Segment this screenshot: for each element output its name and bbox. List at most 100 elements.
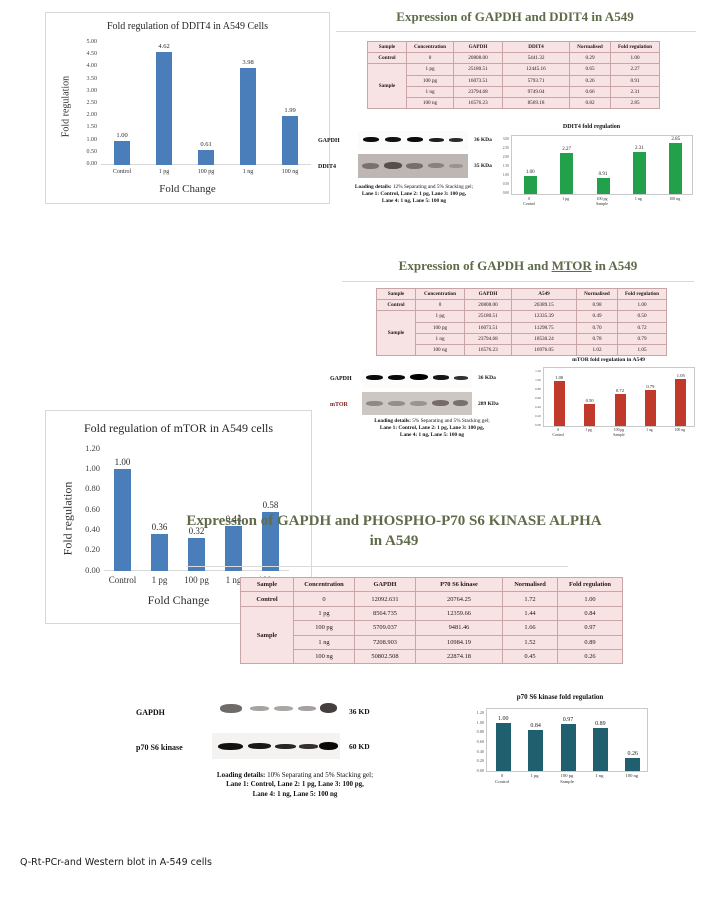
x-tick: 1 pg: [158, 169, 170, 175]
ddit4-blot-ddit4-lanes: [358, 154, 468, 178]
mtor-loading-title: Loading details:: [374, 418, 411, 424]
y-tick: 1.00: [85, 463, 100, 474]
bar-100-ng: 0.58: [262, 449, 279, 571]
mtor-densitometry-title: mTOR fold regulation in A549: [572, 357, 645, 363]
p70-heading-line2: in A549: [369, 533, 419, 549]
x-tick: 1 ng: [225, 575, 242, 585]
table-cell-normalised: 0.70: [576, 321, 618, 334]
mtor-blot-gapdh-lanes: [362, 369, 472, 388]
y-tick: 0.80: [535, 387, 541, 392]
y-tick: 0.20: [476, 758, 484, 764]
y-tick: 1.20: [535, 369, 541, 374]
bar-value-label: 0.58: [262, 500, 279, 511]
table-cell-target: 10984.19: [415, 634, 503, 650]
y-tick: 1.50: [502, 164, 509, 169]
bar-rect: [644, 390, 656, 426]
y-tick: 1.50: [86, 124, 98, 131]
bar-value-label: 1.00: [497, 715, 509, 722]
bar-1-ng: 0.44: [225, 449, 242, 571]
table-row: Sample 1 pg 8564.735 12359.66 1.44 0.84: [240, 605, 623, 665]
x-tick: 100 ng: [669, 196, 681, 201]
bar-value-label: 0.61: [200, 141, 212, 149]
bar-rect: [584, 403, 596, 426]
bar-rect: [553, 381, 565, 426]
table-cell-fold: 0.89: [557, 634, 623, 650]
table-cell-concentration: 100 ng: [406, 96, 454, 110]
table-header-cell: Fold regulation: [617, 287, 667, 301]
ddit4-table-header-row: Sample Concentration GAPDH DDIT4 Normalised F…: [367, 40, 660, 54]
table-cell-gapdh: 23794.68: [464, 332, 512, 345]
bar-value-label: 3.98: [242, 58, 254, 66]
table-cell-gapdh: 25180.51: [464, 310, 512, 323]
p70-blot: GAPDH 36 KD p70 S6 kinase 60 KD: [136, 693, 426, 763]
p70-heading-rule: [186, 566, 568, 567]
bar-rect: [528, 730, 544, 771]
table-cell-normalised: 1.44: [502, 605, 558, 622]
y-tick: 1.00: [502, 173, 509, 178]
mtor-underlined-word: MTOR: [551, 258, 592, 273]
bar-value-label: 1.99: [284, 107, 296, 115]
y-tick: 1.00: [86, 136, 98, 143]
qpcr-ddit4-x-axis-label: Fold Change: [159, 183, 216, 195]
table-cell-gapdh: 16073.51: [464, 321, 512, 334]
table-cell-target: 20764.25: [415, 591, 503, 607]
bar-rect: [495, 722, 511, 771]
p70-blot-kda-p70: 60 KD: [349, 742, 370, 751]
table-group-label: Sample: [240, 605, 294, 665]
bar-rect: [632, 152, 646, 194]
x-tick: 100 ng: [281, 169, 299, 175]
p70-loading-details: Loading details: 10% Separating and 5% S…: [160, 771, 430, 799]
bar-rect: [675, 378, 687, 426]
table-cell-fold: 1.00: [610, 52, 660, 65]
bar-value-label: 4.62: [158, 43, 170, 51]
p70-densitometry-plot: 1.00 0.84 0.97 0.89 0.26: [486, 708, 648, 772]
table-cell-concentration: 100 pg: [406, 74, 454, 87]
bar-value-label: 1.00: [555, 375, 564, 380]
table-group-label: Sample: [367, 63, 407, 110]
table-cell-target: 11298.75: [511, 321, 577, 334]
table-cell-target: 12445.16: [502, 63, 570, 76]
table-cell-gapdh: 16073.51: [453, 74, 503, 87]
table-header-cell: GAPDH: [464, 287, 512, 301]
bar-1-ng: 3.98: [240, 43, 256, 165]
y-tick: 3.00: [86, 87, 98, 94]
table-header-cell: Sample: [240, 576, 294, 593]
table-cell-normalised: 0.45: [502, 648, 558, 665]
y-tick: 2.00: [502, 155, 509, 160]
table-cell-normalised: 0.98: [576, 299, 618, 312]
p70-table-wrap: Sample Concentration GAPDH P70 S6 kinase Nor…: [240, 576, 623, 665]
table-header-cell: Concentration: [415, 287, 465, 301]
bar-rect: [625, 758, 641, 771]
ddit4-loading-lanes-1: Lane 1: Control, Lane 2: 1 pg, Lane 3: 1…: [361, 191, 467, 198]
table-header-cell: A549: [511, 287, 577, 301]
x-tick: 100 pg: [184, 575, 209, 585]
bar-value-label: 0.89: [595, 720, 606, 727]
bar-100-ng: 1.99: [282, 43, 298, 165]
table-cell-normalised: 1.72: [502, 591, 558, 607]
table-header-cell: DDIT4: [502, 40, 570, 54]
table-cell-concentration: 1 ng: [406, 85, 454, 98]
y-tick: 3.50: [86, 75, 98, 82]
mtor-blot-mtor-lanes: [362, 392, 472, 415]
table-row: 1 ng 23794.68 18530.24 0.78 0.79: [377, 332, 667, 345]
table-cell-gapdh: 20808.00: [464, 299, 512, 312]
bar-value-label: 2.31: [635, 146, 644, 152]
table-cell-normalised: 0.26: [569, 74, 611, 87]
y-tick: 1.00: [476, 719, 484, 725]
x-tick: 1 pg: [151, 575, 168, 585]
y-tick: 0.60: [535, 396, 541, 401]
x-tick: 100 pg: [596, 196, 608, 201]
y-tick: 0.50: [502, 182, 509, 187]
table-cell-normalised: 0.82: [569, 96, 611, 110]
bar-100-pg: 0.32: [188, 449, 205, 571]
p70-blot-label-p70: p70 S6 kinase: [136, 743, 183, 752]
x-tick: 1 ng: [634, 196, 642, 201]
x-tick: 1 ng: [646, 428, 653, 432]
table-cell-target: 8569.18: [502, 96, 570, 110]
y-tick: 0.50: [86, 148, 98, 155]
mtor-blot: GAPDH 36 KDa mTOR 289 KDa: [330, 366, 525, 421]
bar-rect: [614, 393, 626, 426]
table-header-cell: Concentration: [293, 576, 355, 593]
table-cell-fold: 0.26: [557, 648, 623, 665]
ddit4-blot-label-gapdh: GAPDH: [318, 138, 340, 144]
